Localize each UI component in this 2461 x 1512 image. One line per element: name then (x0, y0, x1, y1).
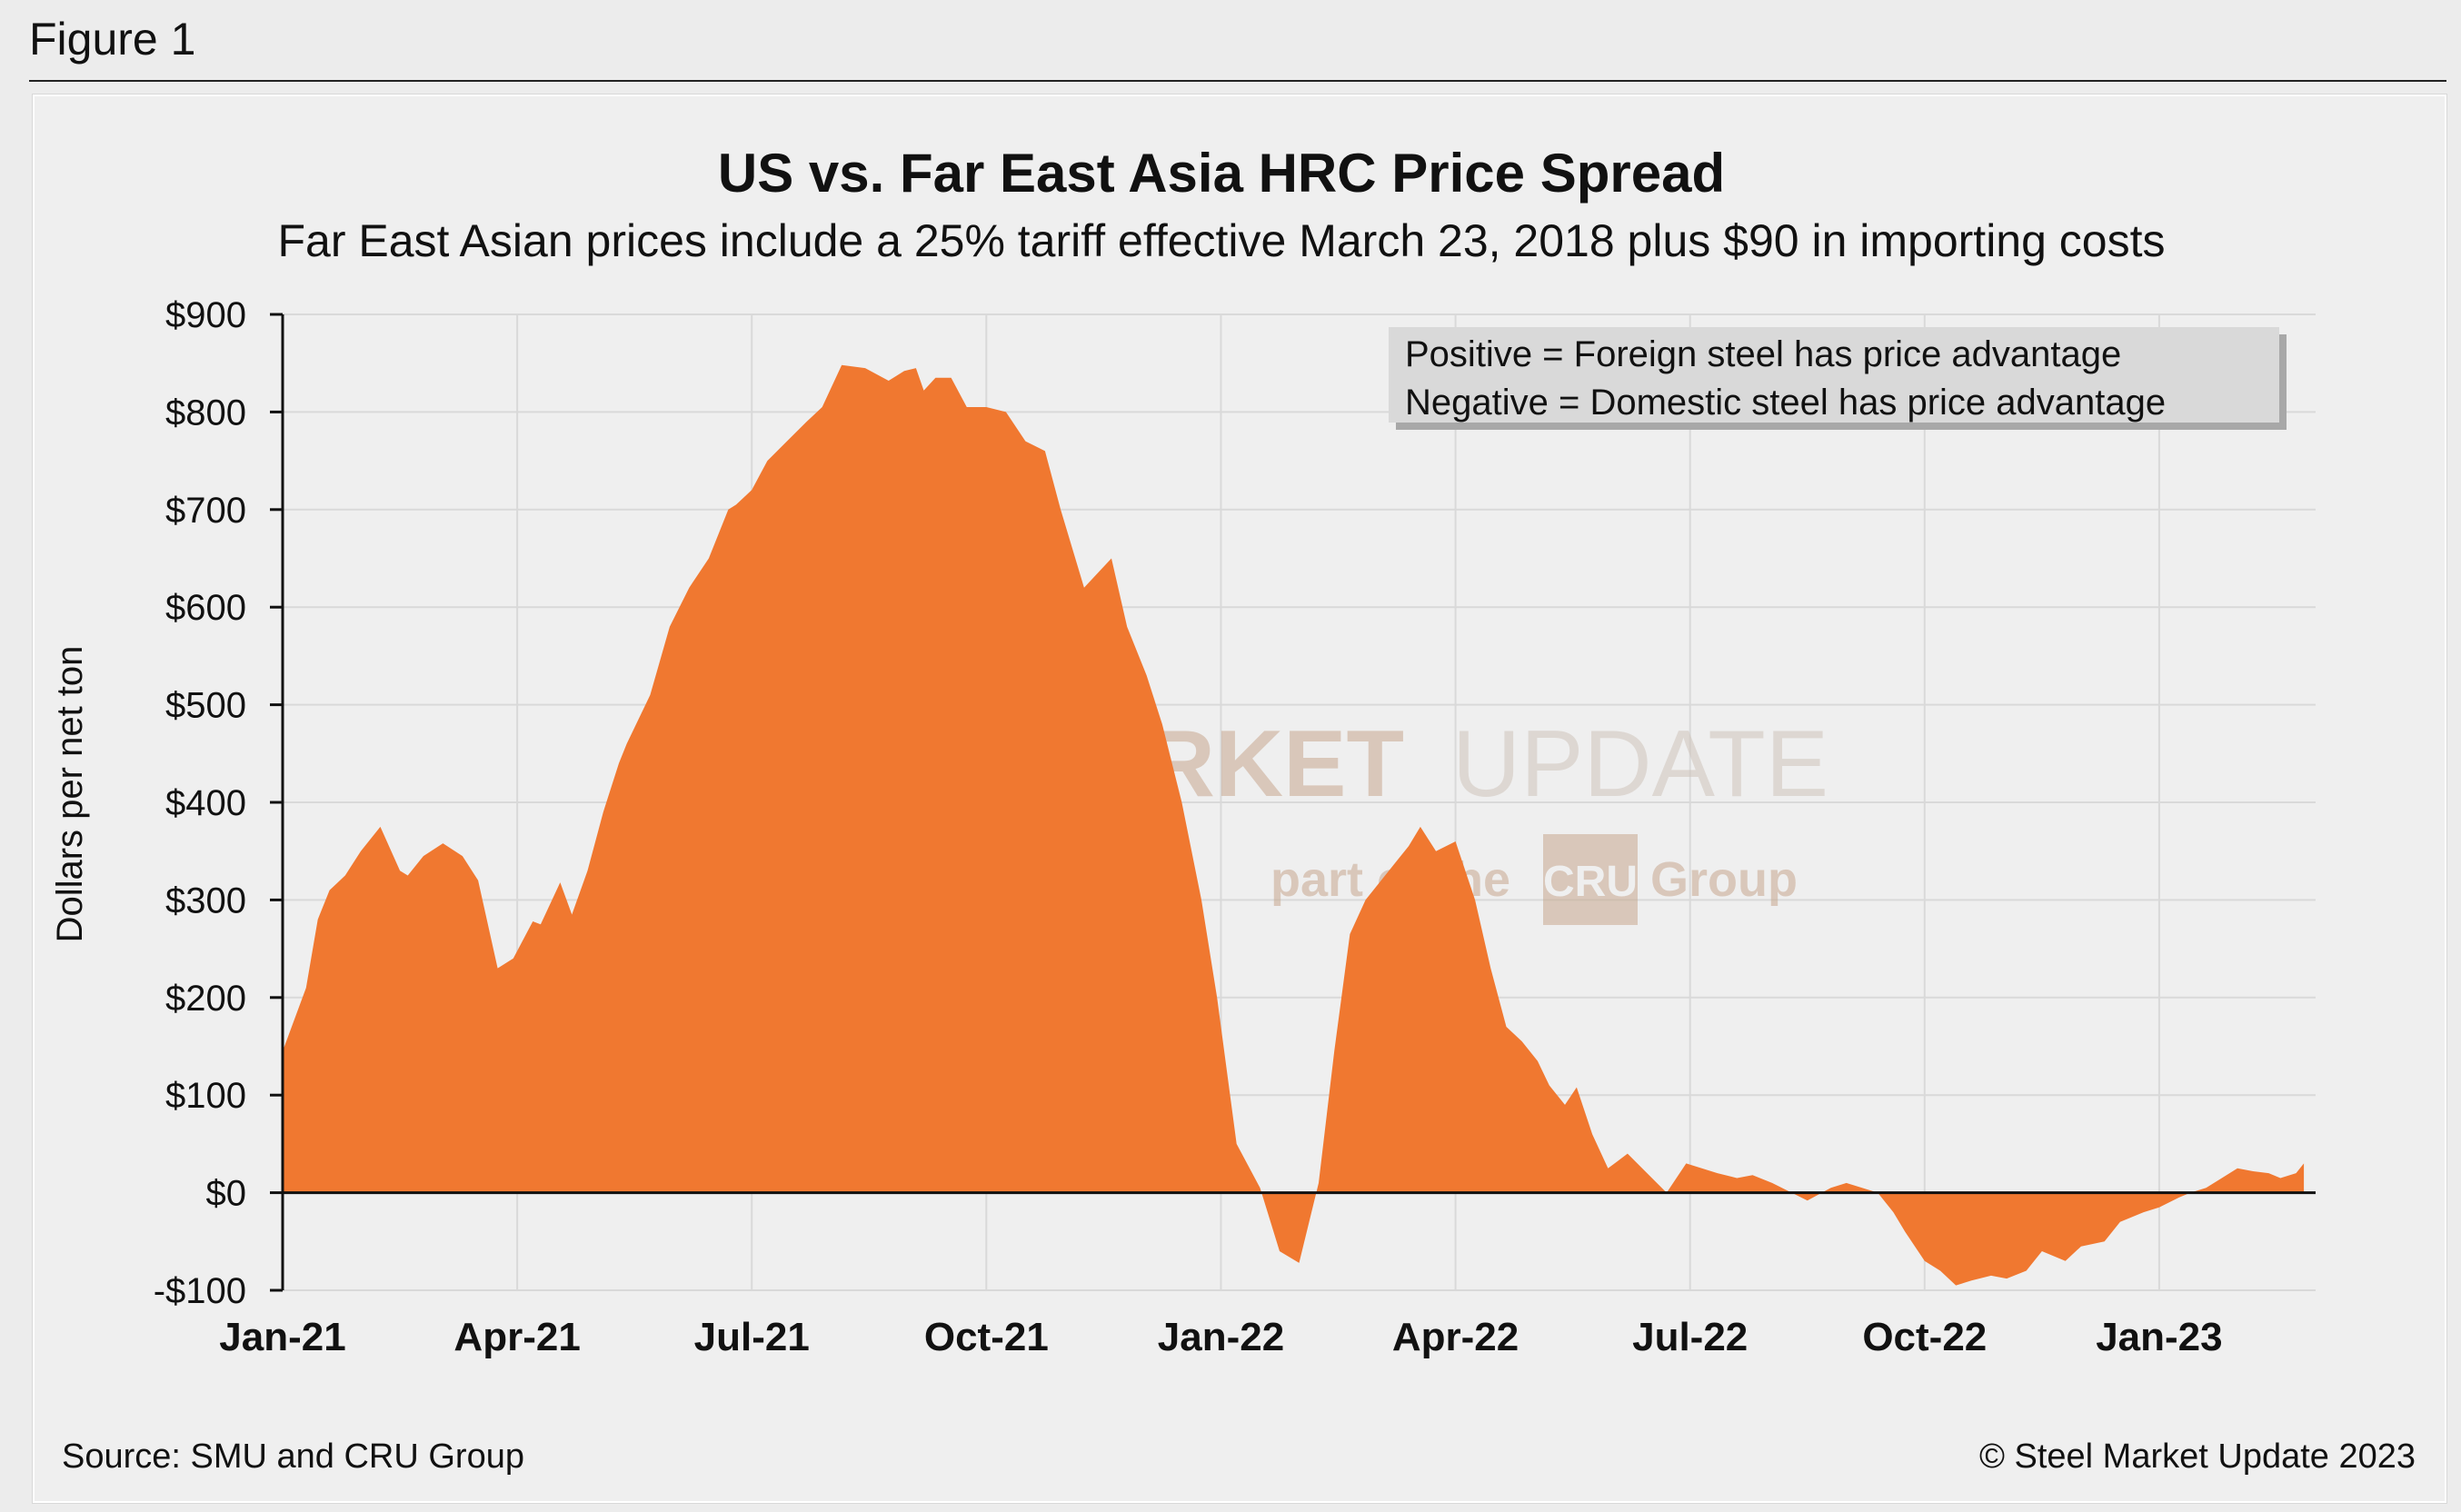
x-tick-label: Apr-21 (453, 1315, 580, 1359)
y-tick-label: $800 (165, 393, 246, 433)
series-area (283, 364, 2305, 1286)
x-tick-label: Jul-22 (1632, 1315, 1748, 1359)
legend-background (1389, 327, 2279, 423)
x-tick-label: Oct-22 (1862, 1315, 1987, 1359)
chart-title: US vs. Far East Asia HRC Price Spread (718, 143, 1725, 204)
y-tick-label: -$100 (154, 1271, 246, 1311)
x-tick-label: Jul-21 (694, 1315, 810, 1359)
chart-subtitle: Far East Asian prices include a 25% tari… (277, 215, 2165, 266)
figure-label: Figure 1 (29, 14, 196, 65)
x-tick-label: Oct-21 (924, 1315, 1049, 1359)
watermark-line2-suffix: Group (1650, 852, 1798, 907)
x-tick-labels: Jan-21 Apr-21 Jul-21 Oct-21 Jan-22 Apr-22 Jul-… (219, 1315, 2222, 1359)
y-tick-label: $700 (165, 491, 246, 531)
chart-svg: US vs. Far East Asia HRC Price Spread Fa… (50, 143, 2416, 1476)
y-tick-labels: -$100 $0 $100 $200 $300 $400 $500 $600 $700 $800 $… (154, 295, 283, 1311)
legend-line-positive: Positive = Foreign steel has price advan… (1405, 334, 2121, 374)
y-tick-label: $400 (165, 783, 246, 823)
legend-box: Positive = Foreign steel has price advan… (1389, 327, 2287, 430)
x-tick-label: Jan-22 (1158, 1315, 1284, 1359)
y-tick-label: $100 (165, 1076, 246, 1116)
watermark-badge-box (1543, 834, 1638, 925)
watermark-line1-light: UPDATE (1452, 711, 1828, 817)
y-tick-label: $900 (165, 295, 246, 335)
y-tick-label: $0 (206, 1174, 247, 1214)
y-axis-label: Dollars per net ton (50, 646, 90, 943)
x-tick-label: Jan-23 (2096, 1315, 2222, 1359)
legend-line-negative: Negative = Domestic steel has price adva… (1405, 383, 2166, 423)
chart-panel: US vs. Far East Asia HRC Price Spread Fa… (33, 94, 2446, 1503)
x-tick-label: Jan-21 (219, 1315, 345, 1359)
y-tick-label: $200 (165, 979, 246, 1019)
y-tick-label: $300 (165, 880, 246, 920)
top-divider (29, 80, 2446, 82)
watermark-badge: CRU (1543, 858, 1638, 906)
source-note: Source: SMU and CRU Group (62, 1437, 524, 1476)
y-tick-label: $600 (165, 588, 246, 628)
y-tick-label: $500 (165, 686, 246, 726)
x-tick-label: Apr-22 (1392, 1315, 1519, 1359)
copyright-note: © Steel Market Update 2023 (1979, 1437, 2416, 1476)
